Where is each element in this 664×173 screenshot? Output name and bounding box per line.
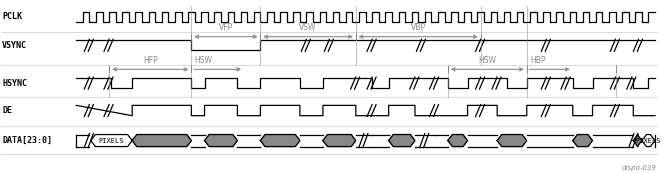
Polygon shape <box>388 135 415 147</box>
Text: PIXELS: PIXELS <box>635 138 661 144</box>
Polygon shape <box>633 135 642 147</box>
Polygon shape <box>238 135 260 147</box>
Polygon shape <box>205 135 238 147</box>
Text: VSYNC: VSYNC <box>2 41 27 50</box>
Polygon shape <box>415 135 435 147</box>
Text: DATA[23:0]: DATA[23:0] <box>2 136 52 145</box>
Polygon shape <box>573 135 592 147</box>
Text: PIXELS: PIXELS <box>99 138 124 144</box>
Polygon shape <box>300 135 323 147</box>
Text: VSW: VSW <box>299 24 317 33</box>
Text: HBP: HBP <box>530 56 546 65</box>
Polygon shape <box>467 135 497 147</box>
Polygon shape <box>435 135 448 147</box>
Text: HSW: HSW <box>478 56 496 65</box>
Text: HSYNC: HSYNC <box>2 79 27 88</box>
Text: PCLK: PCLK <box>2 12 22 21</box>
Polygon shape <box>592 135 633 147</box>
Polygon shape <box>191 135 205 147</box>
Polygon shape <box>260 135 300 147</box>
Polygon shape <box>356 135 373 147</box>
Polygon shape <box>323 135 356 147</box>
Text: dispo-039: dispo-039 <box>622 165 656 171</box>
Polygon shape <box>373 135 388 147</box>
Text: VFP: VFP <box>219 24 233 33</box>
Polygon shape <box>132 135 191 147</box>
Polygon shape <box>497 135 527 147</box>
Text: HSW: HSW <box>195 56 212 65</box>
Polygon shape <box>91 135 132 147</box>
Polygon shape <box>642 135 655 147</box>
Polygon shape <box>448 135 467 147</box>
Text: DE: DE <box>2 106 12 115</box>
Text: VBP: VBP <box>411 24 426 33</box>
Text: HFP: HFP <box>143 56 157 65</box>
Polygon shape <box>527 135 573 147</box>
